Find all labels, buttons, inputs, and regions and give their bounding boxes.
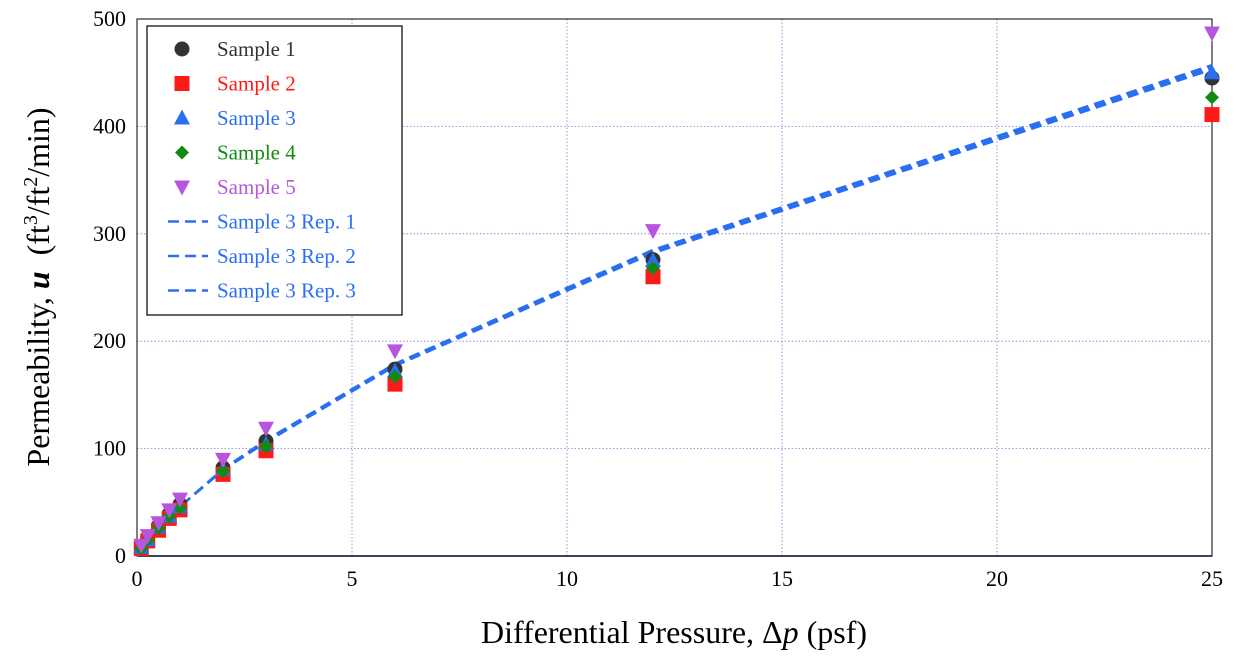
- data-point-sample-2: [1205, 107, 1220, 122]
- legend-label-sample-3-rep-3: Sample 3 Rep. 3: [217, 279, 356, 303]
- data-point-sample-5: [387, 344, 403, 359]
- legend-label-sample-3-rep-1: Sample 3 Rep. 1: [217, 210, 356, 234]
- data-point-sample-5: [1204, 26, 1220, 41]
- legend-label-sample-5: Sample 5: [217, 175, 296, 199]
- data-point-sample-4: [1205, 90, 1219, 104]
- legend-box: [147, 26, 402, 315]
- x-tick-labels: 0 5 10 15 20 25: [132, 566, 1224, 591]
- x-axis-title: Differential Pressure, Δp (psf): [481, 614, 867, 650]
- x-tick-label: 20: [986, 566, 1008, 591]
- x-tick-label: 15: [771, 566, 793, 591]
- y-axis-title: Permeability, u (ft3/ft2/min): [20, 107, 56, 466]
- x-tick-label: 10: [556, 566, 578, 591]
- legend-label-sample-3: Sample 3: [217, 106, 296, 130]
- legend-label-sample-3-rep-2: Sample 3 Rep. 2: [217, 244, 356, 268]
- legend-marker-sample-1: [175, 42, 190, 57]
- y-tick-labels: 0 100 200 300 400 500: [93, 6, 126, 568]
- y-tick-label: 500: [93, 6, 126, 31]
- data-point-sample-5: [258, 422, 274, 437]
- y-tick-label: 200: [93, 328, 126, 353]
- x-tick-label: 25: [1201, 566, 1223, 591]
- data-point-sample-5: [645, 224, 661, 239]
- y-tick-label: 0: [115, 543, 126, 568]
- legend-label-sample-4: Sample 4: [217, 141, 296, 165]
- data-point-sample-3: [1204, 64, 1220, 79]
- legend-label-sample-1: Sample 1: [217, 37, 296, 61]
- legend-marker-sample-2: [175, 76, 190, 91]
- y-tick-label: 100: [93, 436, 126, 461]
- x-tick-label: 0: [132, 566, 143, 591]
- legend-label-sample-2: Sample 2: [217, 72, 296, 96]
- y-tick-label: 300: [93, 221, 126, 246]
- x-tick-label: 5: [347, 566, 358, 591]
- legend: Sample 1 Sample 2 Sample 3 Sample 4 Sample 5…: [147, 26, 402, 315]
- y-tick-label: 400: [93, 113, 126, 138]
